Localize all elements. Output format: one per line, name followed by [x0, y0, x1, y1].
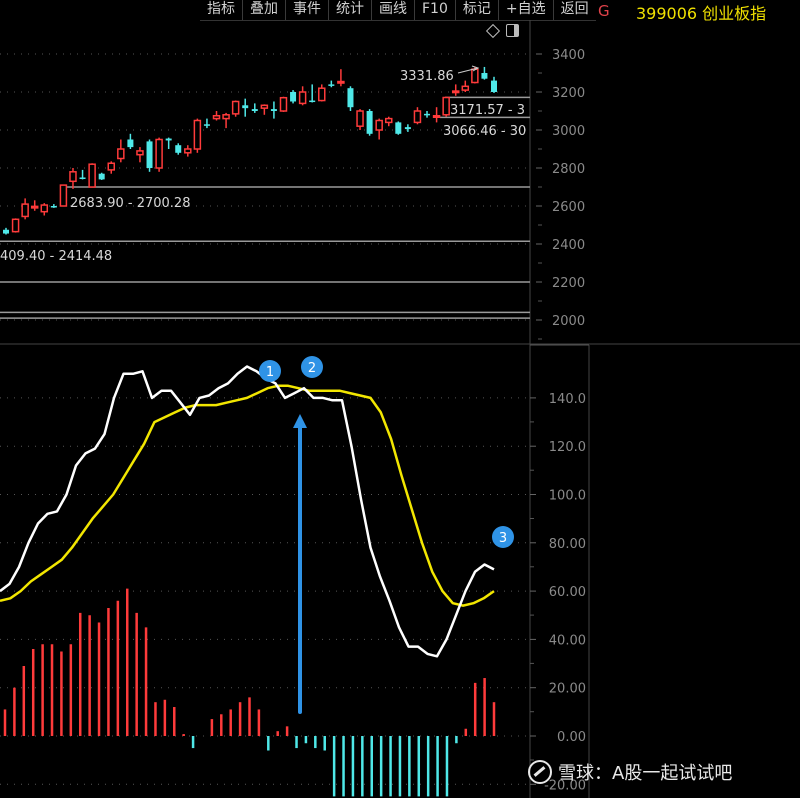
indicator-axis-label: 140.0 — [549, 392, 586, 407]
toolbar-item-6[interactable]: 标记 — [454, 0, 498, 20]
toolbar-item-2[interactable]: 事件 — [285, 0, 328, 20]
range-label: 2683.90 - 2700.28 — [70, 196, 190, 211]
indicator-axis-label: 100.0 — [549, 489, 586, 504]
price-axis-label: 2000 — [552, 314, 585, 329]
top-toolbar: 指标 叠加 事件 统计 画线 F10 标记 +自选 返回 — [200, 0, 596, 21]
indicator-axis-label: 40.00 — [549, 633, 586, 648]
toolbar-item-7[interactable]: +自选 — [497, 0, 553, 20]
svg-text:1: 1 — [266, 365, 274, 380]
stock-title: 399006 创业板指 — [636, 4, 767, 23]
marker-3: 3 — [492, 526, 514, 548]
g-marker: G — [598, 2, 610, 20]
price-axis-label: 3200 — [552, 86, 585, 101]
price-axis-label: 3400 — [552, 48, 585, 63]
toolbar-item-1[interactable]: 叠加 — [242, 0, 285, 20]
watermark-text: 雪球：A股一起试试吧 — [558, 763, 733, 784]
marker-2: 2 — [301, 356, 323, 378]
price-axis-label: 2600 — [552, 200, 585, 215]
indicator-axis-label: 20.00 — [549, 682, 586, 697]
marker-1: 1 — [259, 360, 281, 382]
indicator-axis-label: 80.00 — [549, 537, 586, 552]
xueqiu-logo-icon — [528, 760, 552, 784]
svg-text:3: 3 — [499, 531, 507, 546]
price-axis-label: 3000 — [552, 124, 585, 139]
range-label: 3066.46 - 30 — [443, 124, 526, 139]
indicator-axis-label: 0.00 — [557, 730, 586, 745]
panel-icons — [485, 23, 519, 38]
indicator-axis-label: 120.0 — [549, 440, 586, 455]
layout-toggle-icon[interactable] — [506, 24, 519, 37]
price-axis-label: 2200 — [552, 276, 585, 291]
price-axis-label: 2400 — [552, 238, 585, 253]
arrow-up-icon — [293, 414, 307, 428]
toolbar-item-3[interactable]: 统计 — [328, 0, 371, 20]
indicator-axis-label: -20.00 — [544, 778, 586, 793]
range-label: 409.40 - 2414.48 — [0, 249, 112, 264]
watermark: 雪球：A股一起试试吧 — [528, 759, 732, 785]
price-axis-label: 2800 — [552, 162, 585, 177]
toolbar-item-4[interactable]: 画线 — [371, 0, 414, 20]
toolbar-item-0[interactable]: 指标 — [207, 1, 235, 17]
toolbar-item-5[interactable]: F10 — [414, 0, 455, 20]
svg-text:2: 2 — [308, 361, 316, 376]
indicator-axis-label: 60.00 — [549, 585, 586, 600]
range-label: 3171.57 - 3 — [450, 103, 525, 118]
toolbar-item-8[interactable]: 返回 — [552, 0, 596, 20]
range-label: 3331.86 — [400, 69, 454, 84]
